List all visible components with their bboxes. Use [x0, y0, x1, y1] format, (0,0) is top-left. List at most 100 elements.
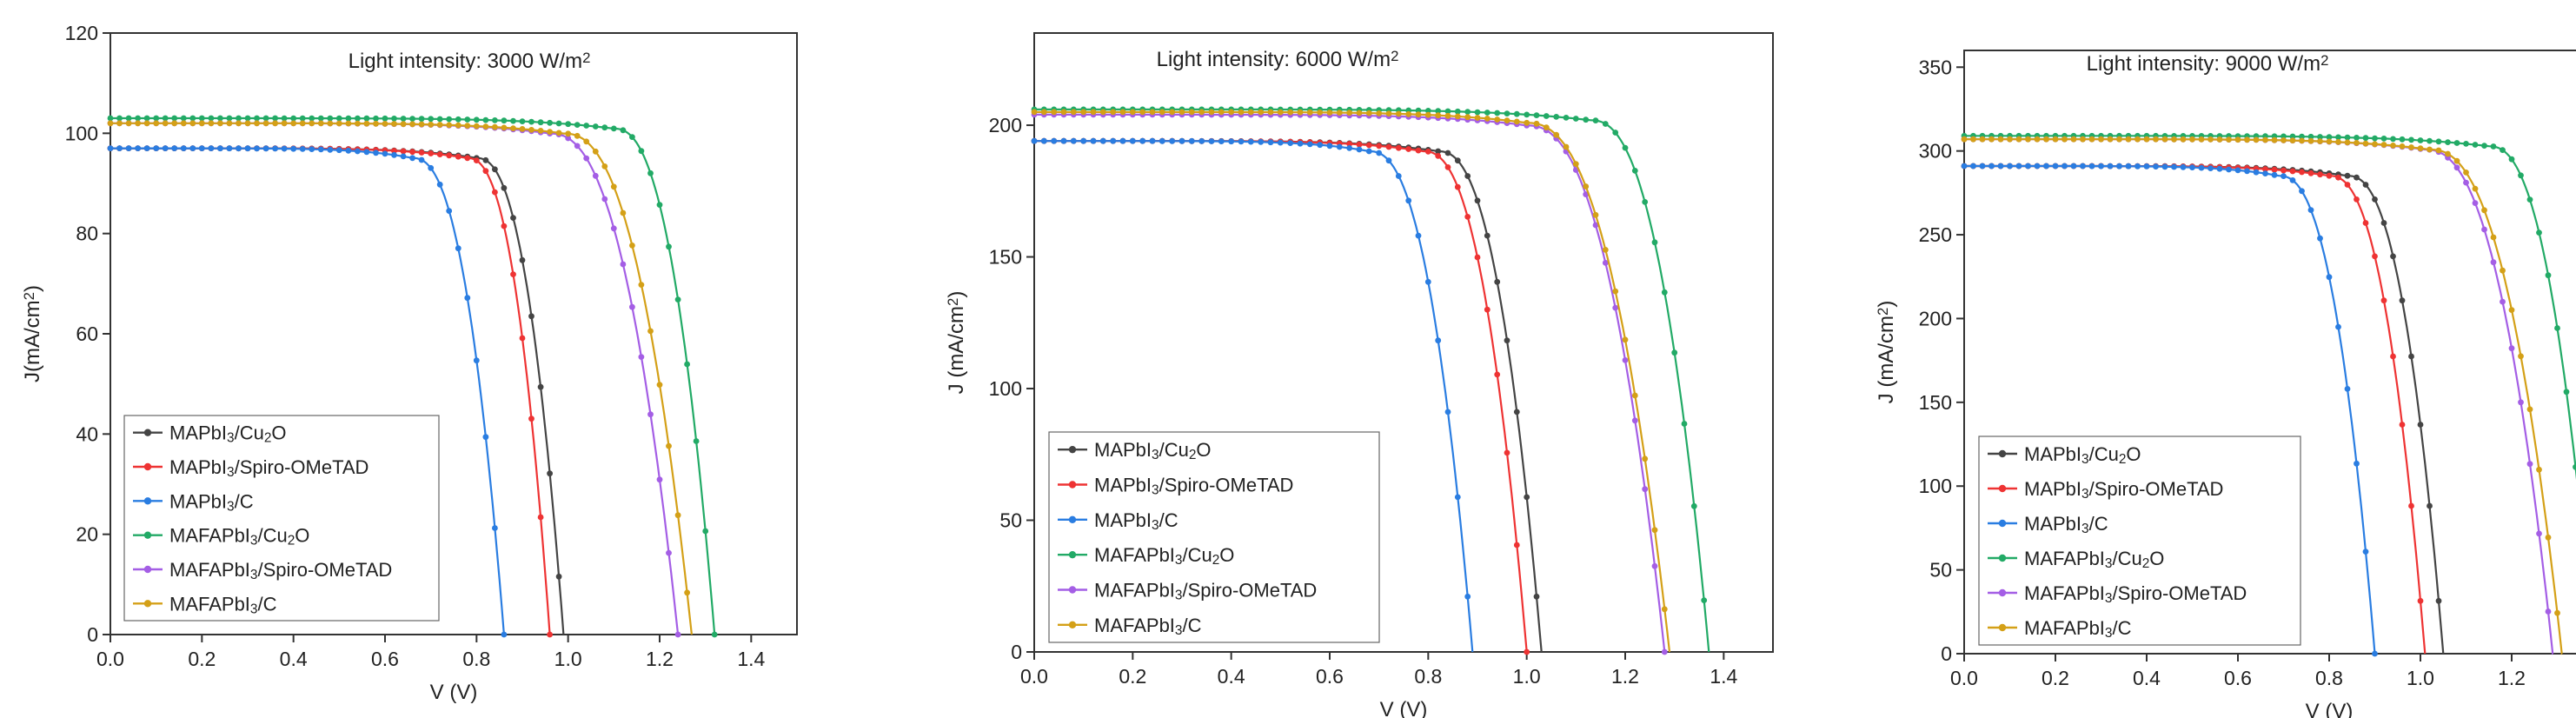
data-point	[501, 223, 508, 229]
data-point	[2526, 461, 2533, 468]
data-point	[1524, 648, 1530, 655]
data-point	[299, 115, 306, 122]
data-point	[464, 116, 471, 123]
data-point	[620, 261, 627, 268]
data-point	[391, 151, 397, 158]
data-point	[2545, 534, 2552, 541]
data-point	[2463, 170, 2469, 176]
legend-marker	[1998, 554, 2007, 562]
data-point	[1080, 137, 1087, 144]
legend-label: MAFAPbI3/C	[169, 593, 277, 616]
data-point	[656, 476, 663, 483]
data-point	[1365, 110, 1372, 116]
data-point	[1119, 109, 1126, 116]
x-tick-label: 0.6	[371, 648, 399, 670]
data-point	[1376, 143, 1383, 150]
data-point	[1258, 109, 1265, 116]
data-point	[666, 442, 672, 449]
data-point	[2526, 196, 2533, 203]
data-point	[1681, 421, 1688, 427]
data-point	[281, 145, 288, 152]
data-point	[373, 150, 379, 156]
data-point	[436, 122, 443, 128]
legend-marker	[1068, 586, 1077, 594]
data-point	[1070, 109, 1077, 116]
data-point	[1602, 247, 1609, 253]
data-point	[2134, 163, 2141, 170]
data-point	[1031, 109, 1038, 116]
legend-marker	[143, 497, 152, 505]
data-point	[2034, 136, 2041, 143]
data-point	[601, 163, 608, 170]
data-point	[2362, 220, 2369, 226]
data-point	[1287, 109, 1294, 116]
y-tick-label: 0	[87, 623, 98, 646]
data-point	[2554, 609, 2560, 616]
legend: MAPbI3/Cu2O MAPbI3/Spiro-OMeTAD MAPbI3/C MA…	[123, 415, 440, 622]
data-point	[107, 145, 114, 152]
data-point	[1651, 562, 1658, 569]
data-point	[446, 208, 453, 215]
data-point	[519, 335, 526, 342]
data-point	[537, 514, 544, 521]
data-point	[1208, 138, 1215, 144]
data-point	[162, 120, 169, 127]
data-point	[1494, 278, 1501, 285]
data-point	[1701, 597, 1708, 603]
data-point	[198, 115, 205, 122]
data-point	[2390, 353, 2396, 360]
data-point	[391, 116, 397, 122]
data-point	[574, 132, 581, 139]
y-tick-label: 50	[999, 509, 1022, 532]
data-point	[2161, 136, 2168, 143]
data-point	[1297, 140, 1304, 147]
data-point	[1997, 136, 2004, 143]
data-point	[1228, 109, 1235, 116]
data-point	[446, 152, 453, 159]
data-point	[125, 145, 132, 152]
data-point	[1970, 136, 1976, 143]
data-point	[1513, 409, 1520, 416]
data-point	[2435, 597, 2442, 604]
data-point	[1592, 117, 1599, 124]
data-point	[2034, 163, 2041, 170]
data-point	[574, 143, 581, 150]
data-point	[1405, 110, 1412, 117]
data-point	[180, 115, 187, 122]
series-4	[1961, 132, 2576, 480]
data-point	[510, 125, 516, 132]
data-point	[2299, 169, 2305, 176]
data-point	[2536, 530, 2542, 537]
data-point	[1356, 141, 1363, 148]
data-point	[2098, 136, 2104, 143]
data-point	[528, 416, 534, 422]
data-point	[1631, 392, 1638, 399]
data-point	[1099, 137, 1106, 144]
data-point	[2408, 144, 2414, 150]
data-point	[363, 115, 370, 122]
data-point	[1494, 116, 1501, 123]
data-point	[592, 148, 599, 155]
data-point	[1474, 109, 1481, 116]
data-point	[1424, 108, 1431, 114]
data-point	[2399, 143, 2406, 150]
data-point	[2244, 168, 2250, 175]
y-tick-label: 40	[76, 422, 98, 445]
data-point	[327, 115, 334, 122]
data-point	[1543, 124, 1550, 131]
y-tick-label: 350	[1919, 56, 1952, 78]
data-point	[501, 184, 508, 191]
legend-marker	[1068, 550, 1077, 559]
data-point	[345, 147, 352, 154]
data-point	[684, 361, 690, 368]
data-point	[400, 121, 407, 128]
data-point	[2435, 147, 2442, 154]
x-tick-label: 0.4	[1218, 665, 1245, 688]
data-point	[428, 150, 435, 156]
data-point	[2326, 172, 2333, 179]
data-point	[236, 115, 242, 122]
data-point	[2354, 174, 2360, 181]
data-point	[1988, 163, 1995, 170]
x-tick-label: 0.0	[1020, 665, 1048, 688]
data-point	[2445, 139, 2451, 146]
